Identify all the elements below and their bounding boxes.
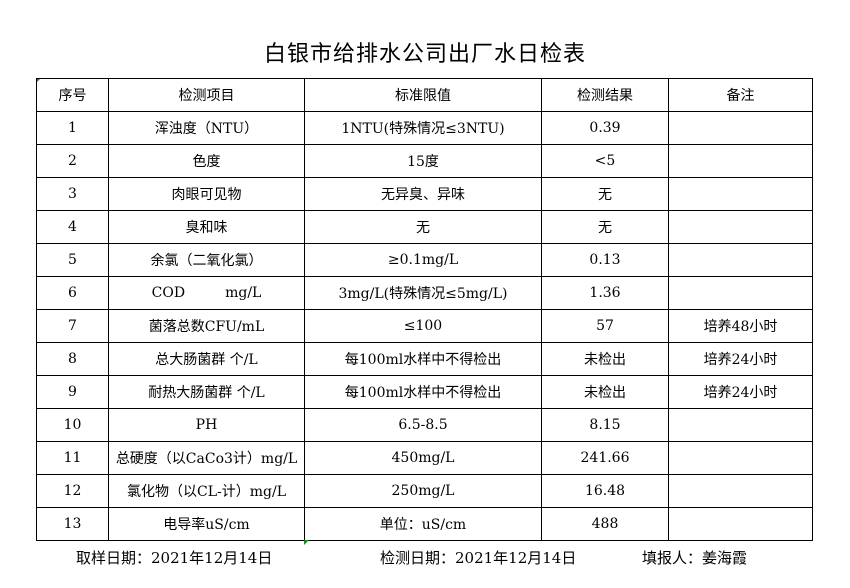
table-row: 7 菌落总数CFU/mL ≤100 57 培养48小时	[36, 309, 813, 343]
remark-cell: 培养24小时	[668, 375, 813, 409]
test-item-cell: PH	[108, 408, 305, 442]
test-item-cell: 色度	[108, 144, 305, 178]
cell-marker	[304, 540, 309, 545]
table-header-row: 序号 检测项目 标准限值 检测结果 备注	[36, 78, 813, 112]
standard-limit-cell: 无	[304, 210, 542, 244]
column-header: 检测结果	[541, 78, 669, 112]
remark-cell	[668, 210, 813, 244]
table-row: 4 臭和味无无	[36, 210, 813, 244]
sampling-date: 取样日期：2021年12月14日	[76, 549, 273, 567]
standard-limit-cell: 450mg/L	[304, 441, 542, 475]
row-number-cell: 13	[36, 507, 109, 541]
table-row: 10 PH 6.5-8.5 8.15	[36, 408, 813, 442]
test-result-cell: 无	[541, 177, 669, 211]
test-result-cell: 0.39	[541, 111, 669, 145]
test-result-cell: 16.48	[541, 474, 669, 508]
table-row: 8 总大肠菌群 个/L 每100ml水样中不得检出 未检出 培养24小时	[36, 342, 813, 376]
page-title: 白银市给排水公司出厂水日检表	[263, 42, 586, 67]
test-item-cell: 氯化物（以CL-计）mg/L	[108, 474, 305, 508]
column-header: 标准限值	[304, 78, 542, 112]
remark-cell	[668, 276, 813, 310]
remark-cell	[668, 144, 813, 178]
test-result-cell: <5	[541, 144, 669, 178]
standard-limit-cell: ≤100	[304, 309, 542, 343]
test-result-cell: 8.15	[541, 408, 669, 442]
remark-cell	[668, 408, 813, 442]
test-item-cell: 耐热大肠菌群 个/L	[108, 375, 305, 409]
test-item-cell: 肉眼可见物	[108, 177, 305, 211]
remark-cell	[668, 507, 813, 541]
remark-cell	[668, 111, 813, 145]
test-result-cell: 1.36	[541, 276, 669, 310]
standard-limit-cell: 250mg/L	[304, 474, 542, 508]
table-row: 5 余氯（二氧化氯） ≥0.1mg/L 0.13	[36, 243, 813, 277]
test-item-cell: 浑浊度（NTU）	[108, 111, 305, 145]
test-item-cell: 臭和味	[108, 210, 305, 244]
test-date: 检测日期：2021年12月14日	[380, 549, 577, 567]
test-result-cell: 无	[541, 210, 669, 244]
table-row: 9 耐热大肠菌群 个/L 每100ml水样中不得检出 未检出 培养24小时	[36, 375, 813, 409]
row-number-cell: 3	[36, 177, 109, 211]
remark-cell	[668, 243, 813, 277]
table-row: 1 浑浊度（NTU） 1NTU(特殊情况≤3NTU) 0.39	[36, 111, 813, 145]
remark-cell	[668, 441, 813, 475]
row-number-cell: 8	[36, 342, 109, 376]
row-number-cell: 9	[36, 375, 109, 409]
test-item-cell: 菌落总数CFU/mL	[108, 309, 305, 343]
remark-cell: 培养48小时	[668, 309, 813, 343]
row-number-cell: 5	[36, 243, 109, 277]
remark-cell	[668, 474, 813, 508]
row-number-cell: 6	[36, 276, 109, 310]
column-header: 序号	[36, 78, 109, 112]
test-result-cell: 57	[541, 309, 669, 343]
table-row: 2 色度 15度 <5	[36, 144, 813, 178]
filled-by: 填报人：姜海霞	[642, 549, 748, 567]
row-number-cell: 7	[36, 309, 109, 343]
remark-cell	[668, 177, 813, 211]
test-result-cell: 241.66	[541, 441, 669, 475]
test-result-cell: 未检出	[541, 375, 669, 409]
test-item-cell: 电导率uS/cm	[108, 507, 305, 541]
test-item-cell: 总大肠菌群 个/L	[108, 342, 305, 376]
standard-limit-cell: ≥0.1mg/L	[304, 243, 542, 277]
row-number-cell: 11	[36, 441, 109, 475]
standard-limit-cell: 单位：uS/cm	[304, 507, 542, 541]
standard-limit-cell: 每100ml水样中不得检出	[304, 375, 542, 409]
standard-limit-cell: 每100ml水样中不得检出	[304, 342, 542, 376]
table-row: 12 氯化物（以CL-计）mg/L 250mg/L 16.48	[36, 474, 813, 508]
table-row: 6 COD mg/L 3mg/L(特殊情况≤5mg/L) 1.36	[36, 276, 813, 310]
test-item-cell: 余氯（二氧化氯）	[108, 243, 305, 277]
inspection-table: 序号 检测项目 标准限值 检测结果 备注 1 浑浊度（NTU） 1NTU(特殊情况≤…	[36, 78, 813, 541]
row-number-cell: 1	[36, 111, 109, 145]
test-item-cell: 总硬度（以CaCo3计）mg/L	[108, 441, 305, 475]
test-result-cell: 未检出	[541, 342, 669, 376]
column-header: 备注	[668, 78, 813, 112]
standard-limit-cell: 15度	[304, 144, 542, 178]
column-header: 检测项目	[108, 78, 305, 112]
row-number-cell: 12	[36, 474, 109, 508]
row-number-cell: 2	[36, 144, 109, 178]
standard-limit-cell: 无异臭、异味	[304, 177, 542, 211]
table-row: 3 肉眼可见物 无异臭、异味无	[36, 177, 813, 211]
standard-limit-cell: 3mg/L(特殊情况≤5mg/L)	[304, 276, 542, 310]
row-number-cell: 10	[36, 408, 109, 442]
remark-cell: 培养24小时	[668, 342, 813, 376]
test-result-cell: 0.13	[541, 243, 669, 277]
table-row: 11 总硬度（以CaCo3计）mg/L 450mg/L 241.66	[36, 441, 813, 475]
test-result-cell: 488	[541, 507, 669, 541]
row-number-cell: 4	[36, 210, 109, 244]
table-row: 13 电导率uS/cm 单位：uS/cm 488	[36, 507, 813, 541]
standard-limit-cell: 6.5-8.5	[304, 408, 542, 442]
test-item-cell: COD mg/L	[108, 276, 305, 310]
standard-limit-cell: 1NTU(特殊情况≤3NTU)	[304, 111, 542, 145]
